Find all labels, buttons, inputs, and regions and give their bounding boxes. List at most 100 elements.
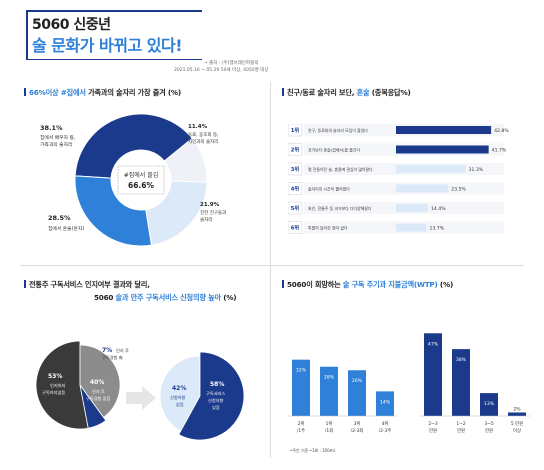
rank-bar xyxy=(396,145,489,154)
vbar xyxy=(508,412,526,416)
donut-label-pct: 38.1% xyxy=(40,124,63,132)
rank-badge xyxy=(287,201,303,215)
donut-label-pct: 11.4% xyxy=(188,124,208,130)
aware-small-pct: 7% xyxy=(102,347,112,354)
vbar xyxy=(452,349,470,416)
rank-bar xyxy=(396,223,427,232)
vbar-value: 28% xyxy=(324,375,335,381)
aware-dark-l2: 구독하지않음 xyxy=(42,389,65,396)
donut-label-line: 집에서 배우자 등, xyxy=(40,134,76,141)
title-box xyxy=(26,10,202,60)
rank-number: 3위 xyxy=(291,165,300,173)
rank-badge xyxy=(287,162,303,176)
rank-number: 4위 xyxy=(291,185,300,193)
aware-slice xyxy=(79,344,121,418)
donut-chart: #집에서 즐김 66.6% 38.1% 집에서 배우자 등, 가족과의 술자리 … xyxy=(40,113,226,247)
aware-dark-l1: 인지하지 xyxy=(50,382,66,389)
source-note: • 출처 : (주)엠브레인퍼블릭 xyxy=(205,61,259,66)
cycle-wtp-chart: •주인 기준 •1회 : 350ml 32% 2위/1주 28% 1위/1회 26% 3위… xyxy=(288,333,530,453)
donut-label-line: 동료, 동호회 등, xyxy=(188,131,219,138)
vertical-divider xyxy=(270,82,271,458)
rank-value: 23.5% xyxy=(451,186,466,192)
vbar-label: /2-3회 xyxy=(351,427,364,434)
intent-dark-l3: 있음 xyxy=(212,404,220,411)
vbar-label: 이상 xyxy=(513,427,521,434)
donut-label-pct: 28.5% xyxy=(48,214,71,222)
rank-label: 와인, 전통주 등 과거보다 다다양해졌다 xyxy=(308,206,372,211)
vbar xyxy=(376,391,394,416)
aware-small-l1: 인지 후 xyxy=(116,347,129,354)
aware-slice xyxy=(79,384,107,429)
intent-slice xyxy=(178,351,245,441)
rank-badge xyxy=(287,182,303,195)
vbar xyxy=(480,393,498,416)
page-title: 5060 신중년 xyxy=(32,17,111,33)
donut-label-pct: 21.9% xyxy=(200,202,220,208)
vbar-value: 32% xyxy=(296,368,307,374)
rank-value: 14.4% xyxy=(431,206,446,212)
donut-slice xyxy=(74,113,193,179)
donut-label-line: 지인과의 술자리 xyxy=(188,138,218,145)
vbar xyxy=(320,366,338,416)
rank-number: 1위 xyxy=(291,126,300,134)
vbar-label: 5 만원 xyxy=(511,420,523,427)
vbar-label: 4위 xyxy=(382,420,389,427)
rank-label: 몇 잔들이던 술, 혼잘에 관심이 많아졌다 xyxy=(308,167,373,172)
donut-center-value: 66.6% xyxy=(128,181,155,190)
vbar-value: 38% xyxy=(456,357,467,363)
vbar-label: 1위 xyxy=(326,420,333,427)
aware-gray-pct: 40% xyxy=(90,379,104,386)
rank-bar xyxy=(396,165,466,173)
vbar-label: 만원 xyxy=(485,427,493,434)
rank-value: 41.7% xyxy=(492,147,507,153)
rank-badge xyxy=(287,143,303,156)
vbar-label: 1~2 xyxy=(456,421,465,427)
aware-gray-l1: 인지 후 xyxy=(92,388,105,395)
rank-bar xyxy=(396,126,492,134)
aware-small-l2: 구독경험 有 xyxy=(102,354,123,361)
vbar-label: 3위 xyxy=(354,420,361,427)
horizontal-divider xyxy=(20,265,524,266)
rank-number: 5위 xyxy=(291,204,300,212)
aware-slice xyxy=(35,340,89,430)
section-title-1: 66%이상 #집에서 가족과의 술자리 가장 즐겨 (%) xyxy=(24,88,181,98)
rank-number: 2위 xyxy=(291,146,300,154)
vbar-label: 만원 xyxy=(429,427,437,434)
vbar xyxy=(292,359,310,416)
awareness-pie-chart: 53% 인지하지 구독하지않음 40% 인지 후 구독경험 없음 7% 인지 후… xyxy=(35,340,245,441)
arrow-right-icon xyxy=(126,386,156,410)
vbar-label: 2~3 xyxy=(428,421,437,427)
rank-label: 과거보다 혼술(집에서)을 즐긴다 xyxy=(308,147,360,152)
vbar xyxy=(348,370,366,416)
vbar-value: 47% xyxy=(428,341,439,347)
donut-center-label: #집에서 즐김 xyxy=(124,171,159,179)
aware-gray-l2: 구독경험 없음 xyxy=(86,395,111,402)
donut-label-line: 술자리 xyxy=(200,216,212,223)
rank-value: 42.8% xyxy=(494,128,509,134)
vbar-value: 2% xyxy=(513,406,521,412)
intent-dark-l2: 신청의향 xyxy=(208,397,224,404)
intent-slice xyxy=(159,355,201,432)
donut-label-line: 집에서 혼술(혼자) xyxy=(48,225,84,232)
intent-dark-pct: 58% xyxy=(210,381,224,388)
vbar-label: 2위 xyxy=(298,420,305,427)
donut-slice xyxy=(74,175,153,247)
vbar-value: 26% xyxy=(352,378,363,384)
donut-label-line: 가족과의 술자리 xyxy=(40,141,72,148)
vbar-label: /2-3주 xyxy=(379,428,392,434)
rank-number: 6위 xyxy=(291,224,300,232)
section-title-3: 전통주 구독서비스 인지여부 결과와 달리, xyxy=(24,280,150,290)
donut-center-box xyxy=(117,165,165,195)
intent-light-pct: 42% xyxy=(172,385,186,392)
vbar-label: 3~5 xyxy=(484,421,493,427)
page-subtitle: 술 문화가 바뀌고 있다! xyxy=(32,36,183,55)
ranking-chart: 1위 친구, 동료와의 술자리 모임이 줄었다 42.8% 2위 과거보다 혼술(집에서… xyxy=(287,123,518,242)
rank-value: 31.3% xyxy=(469,167,484,173)
vbar-value: 13% xyxy=(484,401,495,407)
vbar-label: /1주 xyxy=(297,428,305,434)
rank-label: 친구, 동료와의 술자리 모임이 줄었다 xyxy=(308,128,368,133)
donut-label-line: 친한 친구들과 xyxy=(200,209,226,216)
section-title-2: 친구/동료 술자리 보단, 혼술 (중복응답%) xyxy=(282,88,411,98)
intent-dark-l1: 구독서비스 xyxy=(206,390,225,397)
rank-badge xyxy=(287,123,303,137)
